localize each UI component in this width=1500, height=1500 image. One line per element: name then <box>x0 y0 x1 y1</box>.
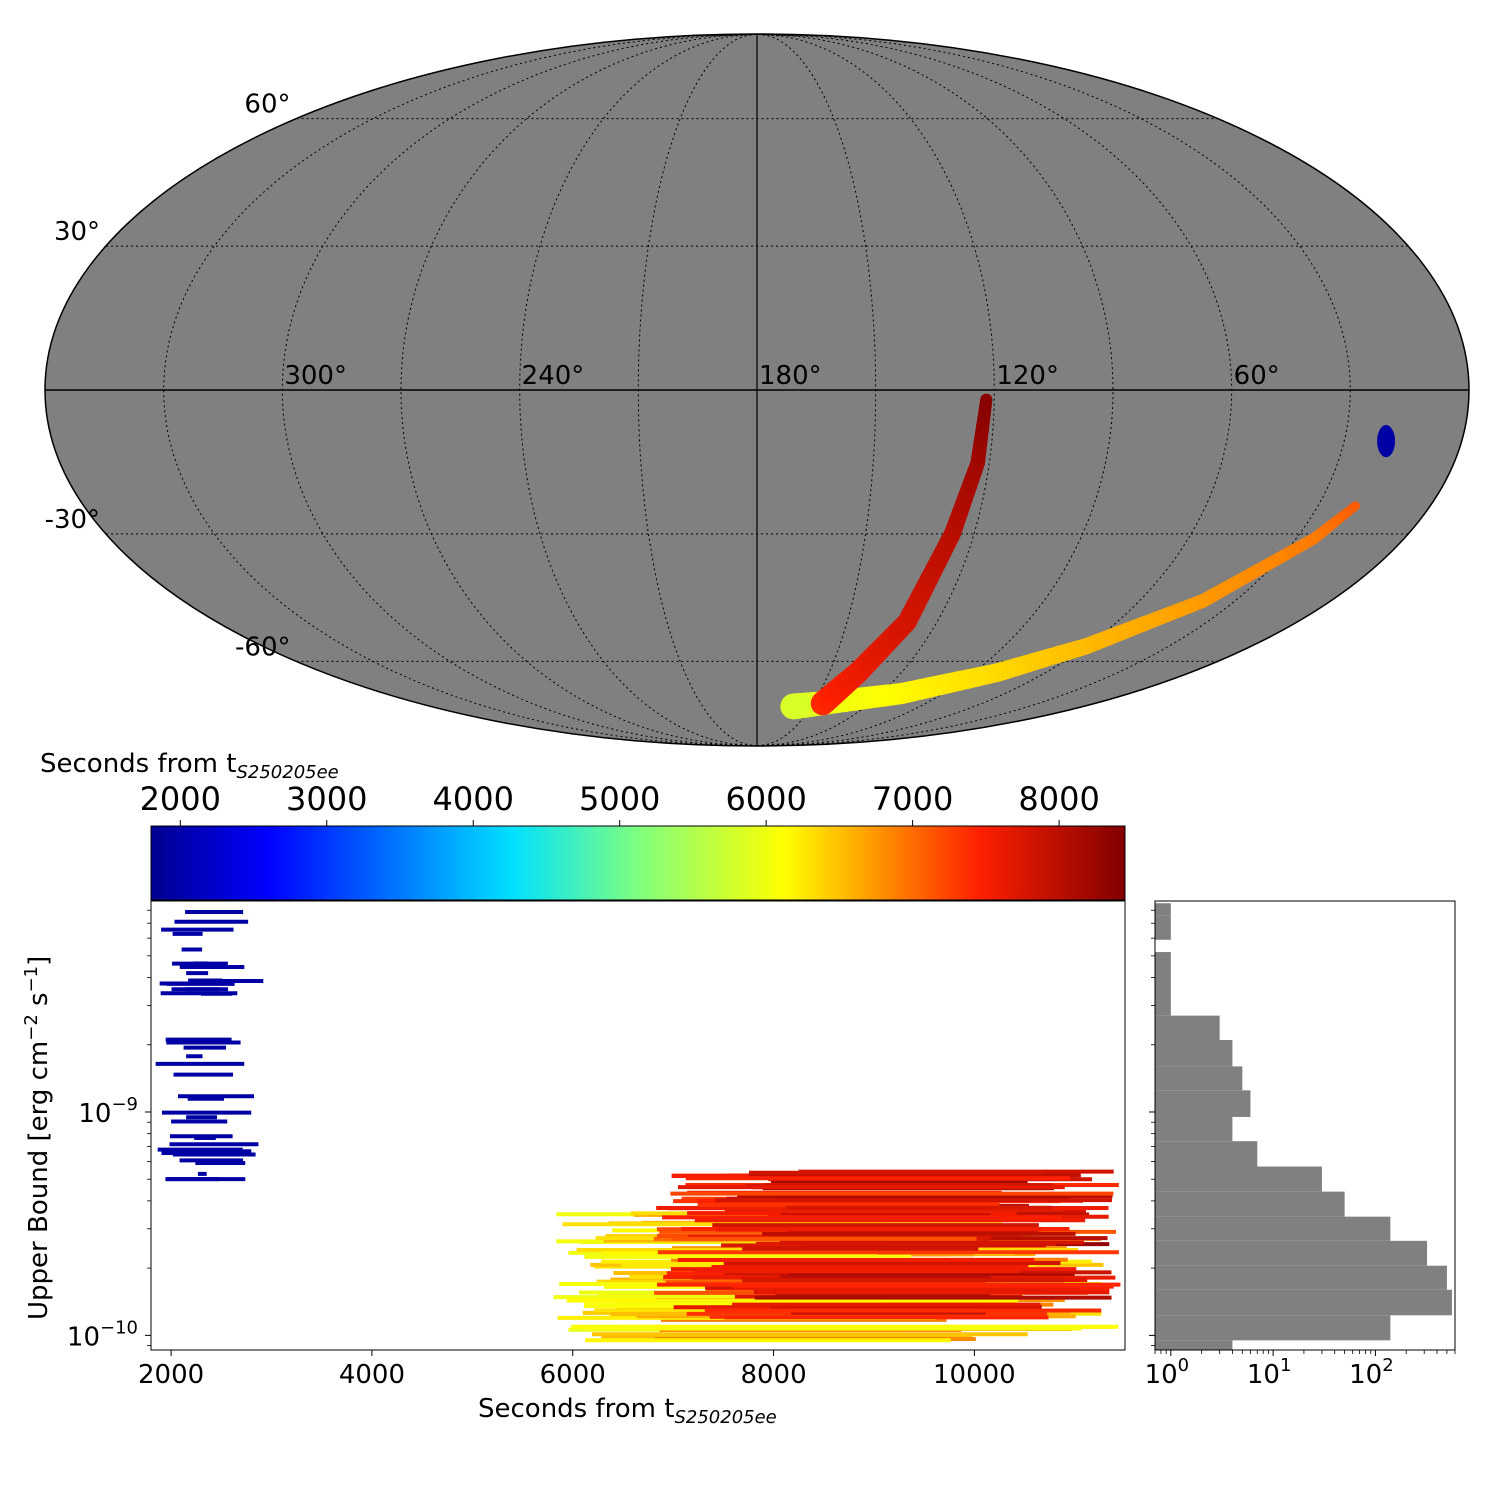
hist-x-tick-label: 100 <box>1145 1355 1190 1390</box>
hist-x-tick-label: 101 <box>1247 1355 1292 1390</box>
colorbar-tick-label: 2000 <box>140 780 221 818</box>
upper-bound-plot: 2000 4000 6000 8000 10000 10−9 10−10 Seconds … <box>21 900 1126 1428</box>
y-axis-label: Upper Bound [erg cm−2 s−1] <box>21 956 54 1320</box>
histogram-bar <box>1155 1191 1345 1217</box>
histogram: 100 101 102 <box>1145 900 1456 1390</box>
sky-meridian <box>756 34 1351 746</box>
sky-lon-label: 300° <box>284 361 347 391</box>
x-tick-label: 2000 <box>138 1360 204 1390</box>
colorbar-tick-label: 5000 <box>579 780 660 818</box>
histogram-bar <box>1155 1340 1233 1350</box>
x-axis-label: Seconds from tS250205ee <box>478 1394 777 1428</box>
histogram-bar <box>1155 1015 1220 1041</box>
colorbar-tick-label: 4000 <box>433 780 514 818</box>
sky-map-outline <box>44 33 1470 747</box>
x-tick-label: 6000 <box>540 1360 606 1390</box>
histogram-bar <box>1155 1066 1243 1091</box>
histogram-bar <box>1155 952 1171 1016</box>
sky-region-blue-patch <box>1377 424 1396 458</box>
histogram-bar <box>1155 1040 1233 1067</box>
sky-lat-label: -60° <box>235 632 290 662</box>
colorbar-label: Seconds from tS250205ee <box>40 749 339 783</box>
hist-frame <box>1154 900 1456 1351</box>
histogram-bar <box>1155 1116 1233 1142</box>
plot-frame <box>150 900 1126 1351</box>
histogram-bar <box>1155 1141 1258 1167</box>
histogram-bar <box>1155 1090 1251 1117</box>
histogram-bar <box>1155 903 1171 916</box>
y-tick-label: 10−9 <box>78 1094 138 1129</box>
sky-lon-label: 120° <box>996 361 1059 391</box>
sky-lat-label: 60° <box>244 90 290 120</box>
histogram-bar <box>1155 915 1171 940</box>
sky-lon-label: 180° <box>759 361 822 391</box>
colorbar-tick-label: 8000 <box>1018 780 1099 818</box>
sky-lat-label: -30° <box>45 505 100 535</box>
hist-x-tick-label: 102 <box>1349 1355 1394 1390</box>
histogram-bar <box>1155 1166 1322 1192</box>
sky-lon-label: 240° <box>522 361 585 391</box>
sky-map: 300° 240° 180° 120° 60° 60° 30° -30° -60° <box>44 33 1470 747</box>
sky-lat-label: 30° <box>54 217 100 247</box>
histogram-bar <box>1155 1315 1391 1341</box>
histogram-bar <box>1155 1216 1391 1241</box>
colorbar-tick-label: 6000 <box>725 780 806 818</box>
sky-lon-label: 60° <box>1234 361 1280 391</box>
x-tick-label: 4000 <box>339 1360 405 1390</box>
colorbar-gradient <box>150 825 1126 901</box>
x-tick-label: 8000 <box>740 1360 806 1390</box>
histogram-bar <box>1155 1240 1428 1266</box>
histogram-bar <box>1155 1265 1447 1290</box>
colorbar-tick-label: 3000 <box>286 780 367 818</box>
histogram-bar <box>1155 1289 1452 1316</box>
sky-region-arm-piece <box>979 393 993 413</box>
colorbar-tick-label: 7000 <box>872 780 953 818</box>
colorbar: 2000 3000 4000 5000 6000 7000 8000 Seconds fro… <box>40 749 1126 901</box>
x-tick-label: 10000 <box>933 1360 1016 1390</box>
y-tick-label: 10−10 <box>67 1317 138 1352</box>
